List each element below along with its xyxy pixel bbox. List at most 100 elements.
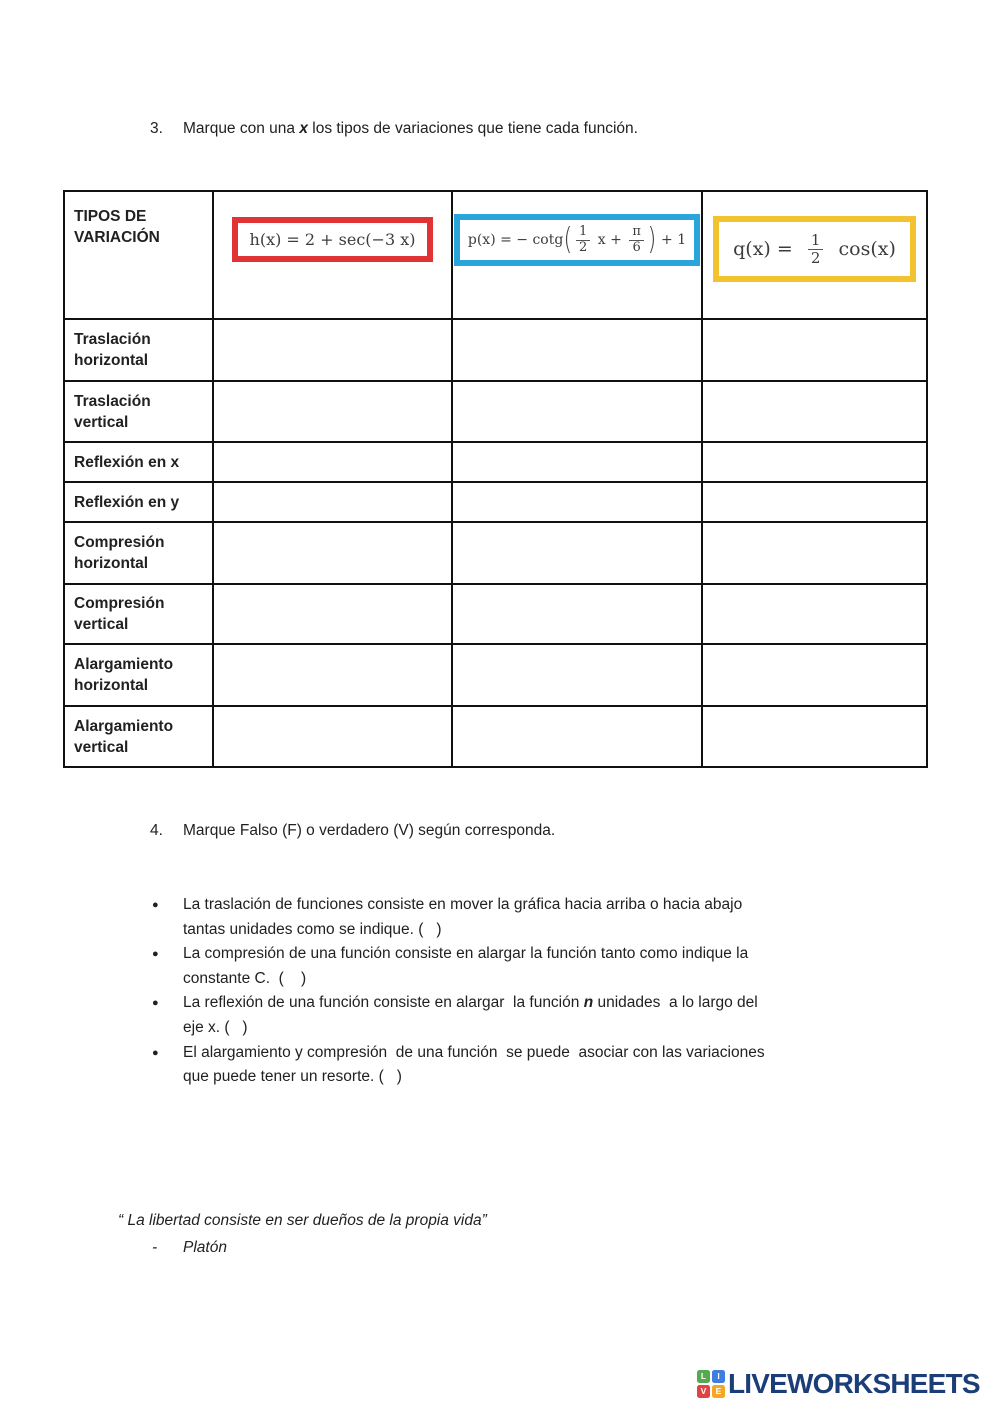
liveworksheets-logo[interactable]: L I V E LIVEWORKSHEETS (697, 1368, 981, 1400)
table-row: Compresión horizontal (65, 523, 926, 585)
answer-cell[interactable] (214, 645, 453, 705)
formula-box-red: h(x) = 2 + sec(−3 x) (231, 217, 434, 262)
row-label: Reflexión en y (74, 493, 180, 511)
table-row: Reflexión en y (65, 483, 926, 523)
row-label: Alargamiento horizontal (74, 656, 174, 694)
answer-cell[interactable] (703, 382, 926, 441)
true-false-list: ● La traslación de funciones consiste en… (152, 893, 897, 1090)
table-header-label: TIPOS DE VARIACIÓN (74, 208, 160, 246)
row-label-cell: Compresión horizontal (65, 523, 214, 583)
table-row: Compresión vertical (65, 585, 926, 645)
table-row: Traslación vertical (65, 382, 926, 443)
bullet-icon: ● (152, 948, 159, 961)
answer-cell[interactable] (703, 483, 926, 521)
quote-text: “ La libertad consiste en ser dueños de … (118, 1212, 487, 1229)
statement-text: La compresión de una función consiste en… (183, 945, 749, 987)
logo-tile-v: V (697, 1385, 710, 1398)
answer-cell[interactable] (703, 585, 926, 643)
table-row: Traslación horizontal (65, 320, 926, 382)
table-header-label-cell: TIPOS DE VARIACIÓN (65, 192, 214, 318)
answer-cell[interactable] (453, 523, 703, 583)
formula-p-prefix: p(x) = − cotg (467, 232, 564, 248)
row-label-cell: Traslación vertical (65, 382, 214, 441)
question-3: 3. Marque con una x los tipos de variaci… (150, 118, 638, 140)
row-label-cell: Traslación horizontal (65, 320, 214, 380)
formula-box-blue: p(x) = − cotg ( 1 2 x + π 6 ) + 1 (453, 214, 701, 266)
answer-cell[interactable] (453, 585, 703, 643)
answer-cell[interactable] (214, 585, 453, 643)
logo-tile-l: L (697, 1370, 710, 1383)
answer-cell[interactable] (703, 443, 926, 481)
quote-block: “ La libertad consiste en ser dueños de … (118, 1210, 487, 1259)
list-item: ● El alargamiento y compresión de una fu… (152, 1041, 897, 1090)
row-label-cell: Reflexión en y (65, 483, 214, 521)
formula-p-frac2: π 6 (629, 224, 644, 255)
question-3-text: Marque con una x los tipos de variacione… (183, 120, 638, 137)
list-item: ● La compresión de una función consiste … (152, 942, 897, 991)
statement-text: El alargamiento y compresión de una func… (183, 1043, 765, 1086)
table-row: Alargamiento vertical (65, 707, 926, 766)
question-3-bold-x: x (299, 120, 308, 137)
liveworksheets-icon: L I V E (697, 1370, 725, 1398)
row-label: Traslación horizontal (74, 331, 151, 369)
table-header-row: TIPOS DE VARIACIÓN h(x) = 2 + sec(−3 x) … (65, 192, 926, 320)
bullet-icon: ● (152, 997, 159, 1010)
answer-cell[interactable] (453, 382, 703, 441)
quote-author-name: Platón (183, 1239, 227, 1256)
statement-text: La reflexión de una función consiste en … (183, 994, 758, 1036)
logo-tile-e: E (712, 1385, 725, 1398)
bullet-icon: ● (152, 1046, 159, 1059)
answer-cell[interactable] (453, 483, 703, 521)
question-4-text: Marque Falso (F) o verdadero (V) según c… (183, 822, 556, 839)
answer-cell[interactable] (703, 320, 926, 380)
formula-box-yellow: q(x) = 1 2 cos(x) (713, 216, 916, 282)
logo-tile-i: I (712, 1370, 725, 1383)
formula-h: h(x) = 2 + sec(−3 x) (249, 230, 416, 249)
formula-p-rparen: ) (647, 222, 657, 257)
table-row: Alargamiento horizontal (65, 645, 926, 707)
row-label: Traslación vertical (74, 392, 151, 431)
answer-cell[interactable] (453, 443, 703, 481)
row-label: Alargamiento vertical (74, 717, 174, 756)
row-label-cell: Compresión vertical (65, 585, 214, 643)
variation-table: TIPOS DE VARIACIÓN h(x) = 2 + sec(−3 x) … (63, 190, 928, 768)
formula-p-mid: x + (593, 232, 627, 248)
question-4: 4. Marque Falso (F) o verdadero (V) segú… (150, 820, 555, 842)
formula-q-frac: 1 2 (807, 232, 824, 266)
logo-wordmark: LIVEWORKSHEETS (728, 1368, 981, 1399)
answer-cell[interactable] (214, 443, 453, 481)
formula-cell-p: p(x) = − cotg ( 1 2 x + π 6 ) + 1 (453, 192, 703, 318)
row-label: Compresión vertical (74, 595, 165, 633)
quote-attribution: - Platón (118, 1237, 487, 1259)
answer-cell[interactable] (214, 382, 453, 441)
question-4-number: 4. (150, 822, 163, 839)
list-item: ● La reflexión de una función consiste e… (152, 991, 897, 1040)
quote-dash: - (152, 1239, 158, 1256)
answer-cell[interactable] (453, 645, 703, 705)
row-label-cell: Reflexión en x (65, 443, 214, 481)
row-label-cell: Alargamiento horizontal (65, 645, 214, 705)
formula-p-frac1: 1 2 (576, 224, 591, 255)
bullet-icon: ● (152, 899, 159, 911)
question-3-number: 3. (150, 120, 163, 137)
table-row: Reflexión en x (65, 443, 926, 483)
formula-p-suffix: + 1 (656, 232, 687, 248)
answer-cell[interactable] (703, 645, 926, 705)
answer-cell[interactable] (214, 523, 453, 583)
formula-q-suffix: cos(x) (826, 238, 896, 260)
formula-cell-q: q(x) = 1 2 cos(x) (703, 192, 926, 318)
answer-cell[interactable] (703, 707, 926, 766)
row-label: Compresión horizontal (74, 534, 165, 572)
answer-cell[interactable] (214, 320, 453, 380)
answer-cell[interactable] (453, 320, 703, 380)
answer-cell[interactable] (214, 483, 453, 521)
answer-cell[interactable] (214, 707, 453, 766)
list-item: ● La traslación de funciones consiste en… (152, 893, 897, 942)
formula-p-lparen: ( (563, 222, 573, 257)
statement-text: La traslación de funciones consiste en m… (183, 896, 743, 938)
formula-q-prefix: q(x) = (733, 238, 805, 260)
formula-cell-h: h(x) = 2 + sec(−3 x) (214, 192, 453, 318)
answer-cell[interactable] (453, 707, 703, 766)
row-label-cell: Alargamiento vertical (65, 707, 214, 766)
answer-cell[interactable] (703, 523, 926, 583)
